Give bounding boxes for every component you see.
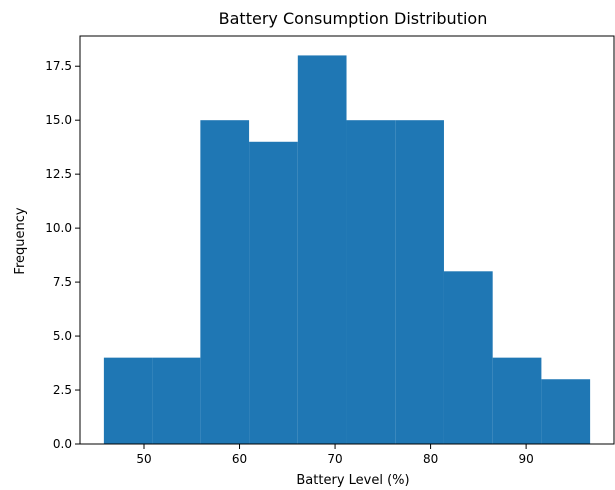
y-tick-label: 5.0	[53, 329, 72, 343]
y-tick-label: 12.5	[45, 167, 72, 181]
histogram-bar-8	[443, 271, 493, 444]
chart-title: Battery Consumption Distribution	[219, 9, 488, 28]
y-tick-label: 2.5	[53, 383, 72, 397]
x-tick-label: 80	[423, 452, 438, 466]
y-tick-label: 15.0	[45, 113, 72, 127]
x-tick-label: 90	[518, 452, 533, 466]
y-tick-label: 10.0	[45, 221, 72, 235]
x-axis-label: Battery Level (%)	[296, 473, 409, 488]
y-axis-ticks: 0.0 2.5 5.0 7.5 10.0 12.5 15.0 17.5	[45, 59, 80, 451]
y-tick-label: 7.5	[53, 275, 72, 289]
histogram-bar-2	[152, 357, 201, 444]
histogram-bar-1	[103, 357, 153, 444]
histogram-bar-4	[249, 141, 298, 444]
histogram-bar-5	[297, 55, 347, 445]
histogram-bar-3	[200, 120, 250, 444]
x-tick-label: 60	[232, 452, 247, 466]
histogram-bar-9	[492, 357, 542, 444]
bars-group	[103, 55, 591, 445]
histogram-bar-10	[541, 379, 591, 444]
histogram-bar-7	[395, 120, 444, 444]
plot-frame	[79, 35, 615, 445]
x-tick-label: 50	[136, 452, 151, 466]
histogram-bar-6	[346, 120, 396, 444]
y-tick-label: 17.5	[45, 59, 72, 73]
y-tick-label: 0.0	[53, 437, 72, 451]
x-tick-label: 70	[327, 452, 342, 466]
x-axis-ticks: 50 60 70 80 90	[136, 444, 534, 466]
y-axis-label: Frequency	[13, 207, 28, 274]
